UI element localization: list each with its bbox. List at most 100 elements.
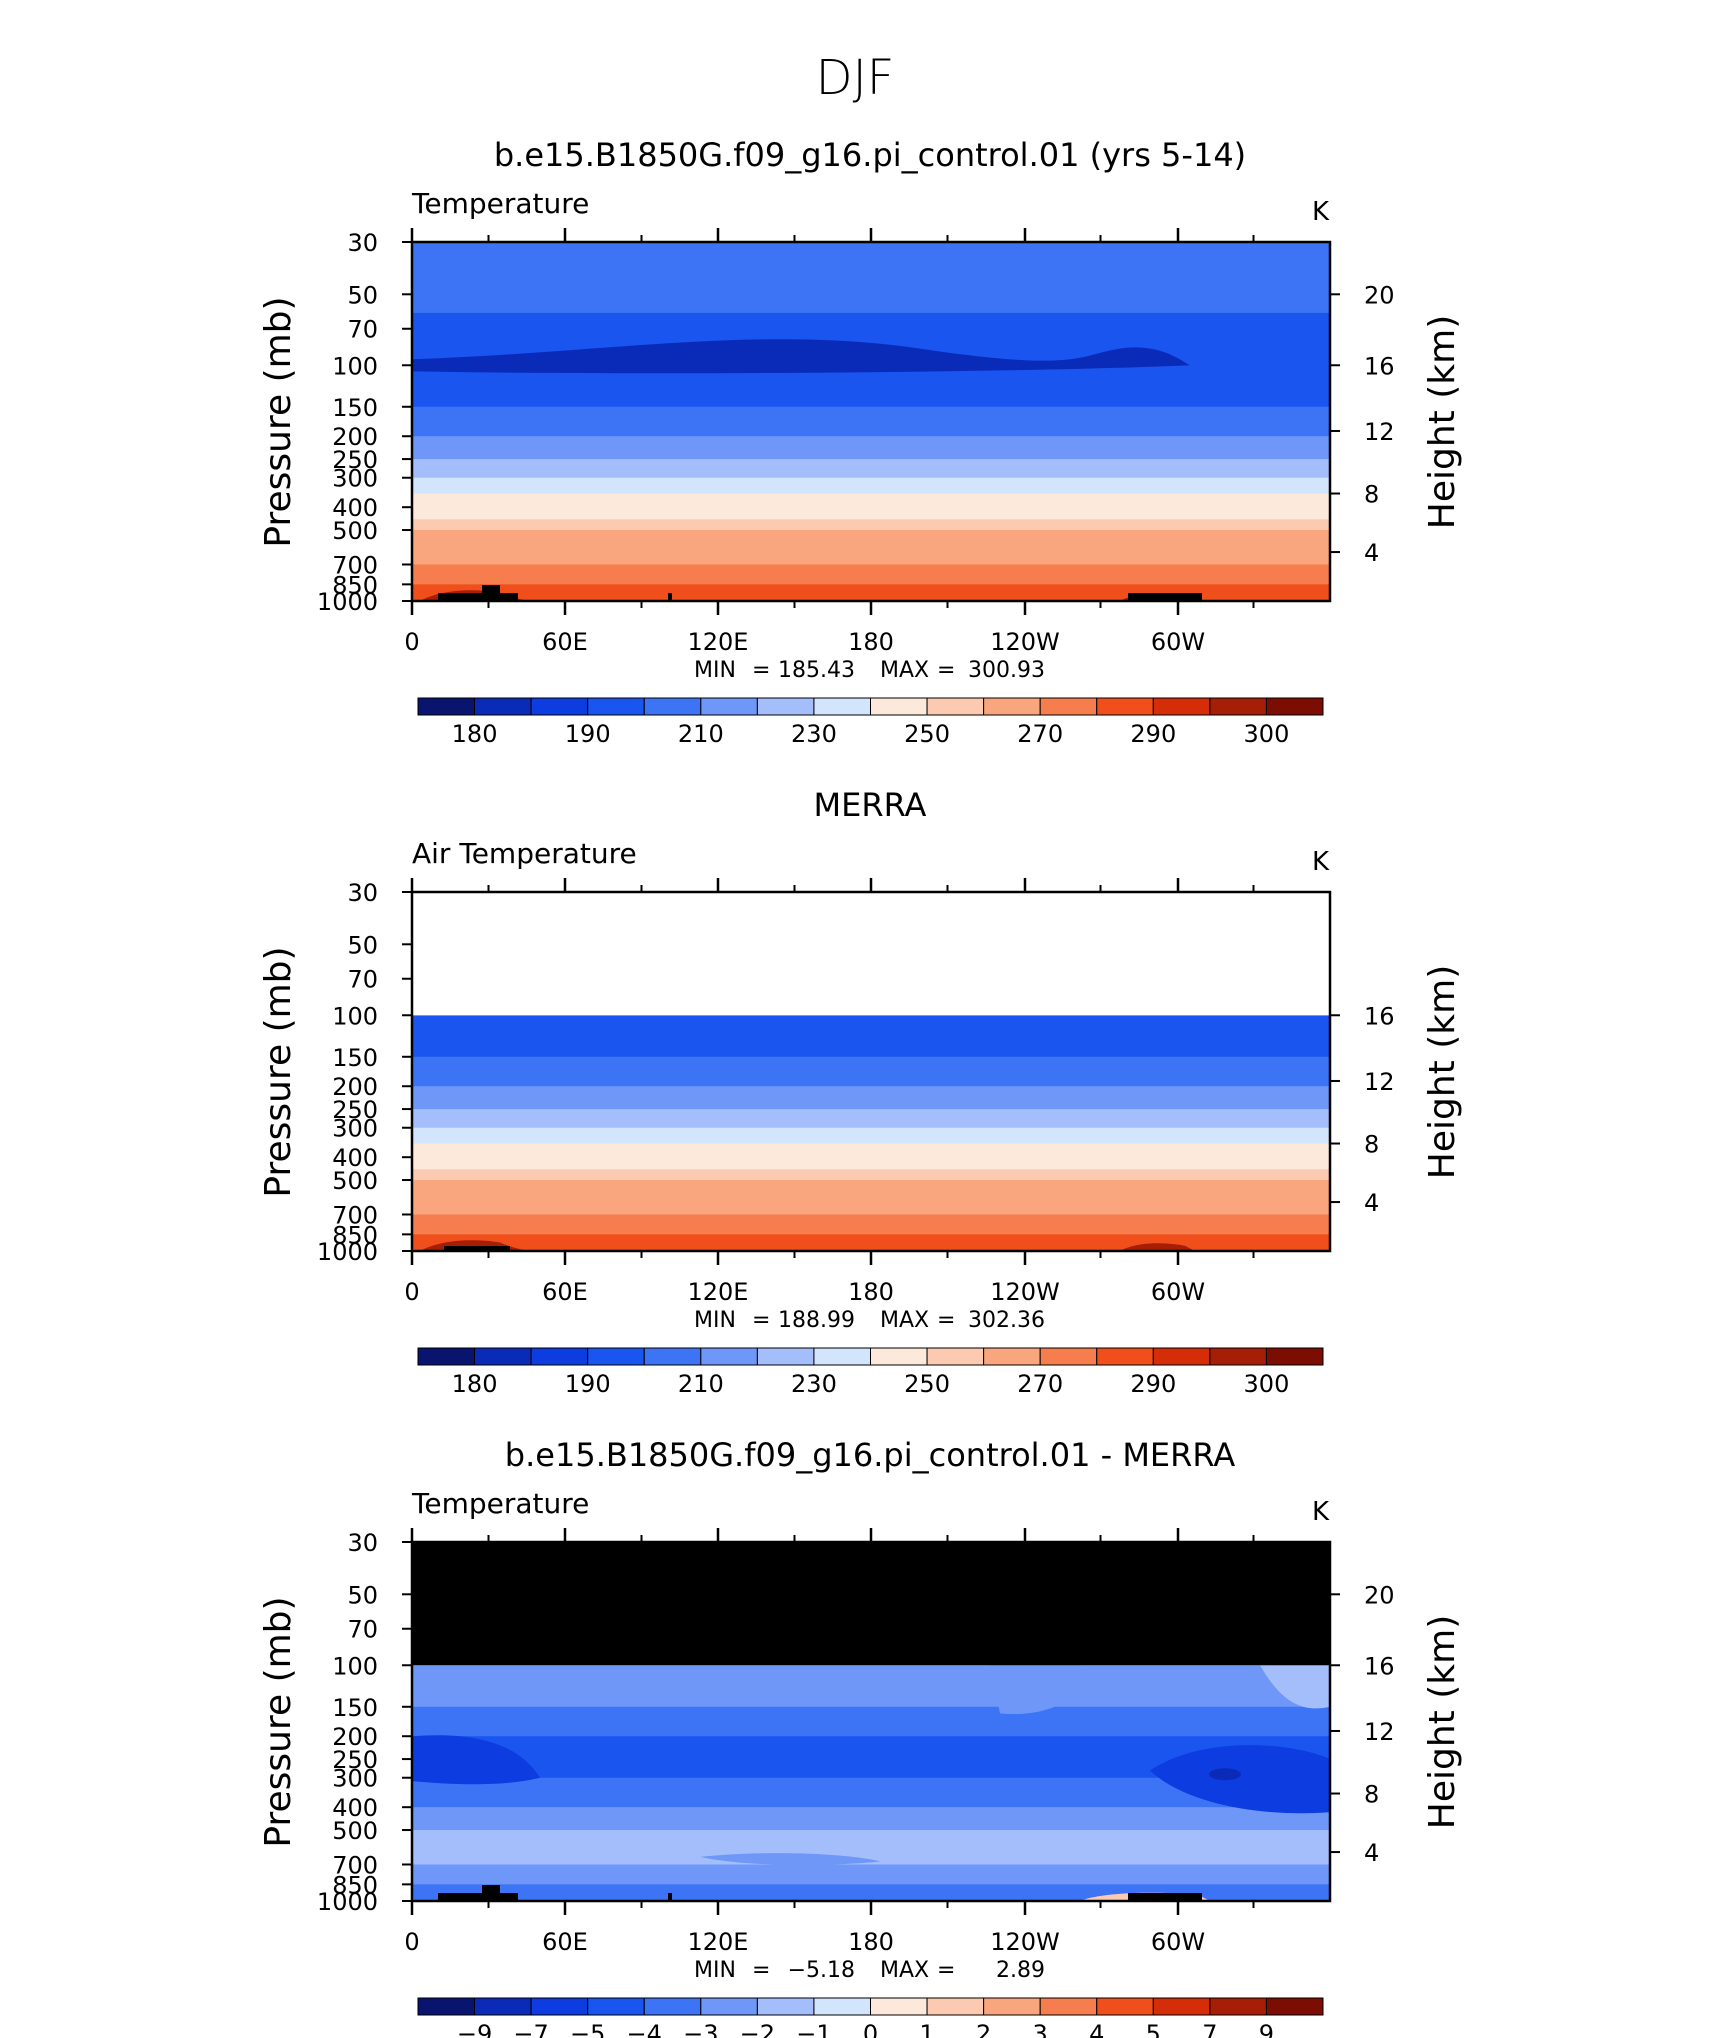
- colorbar-label: 7: [1202, 2020, 1217, 2038]
- colorbar-swatch: [1096, 697, 1154, 716]
- difference-band: [412, 1807, 1330, 1831]
- colorbar-swatch: [417, 1997, 476, 2016]
- min-value: 185.43: [778, 658, 855, 683]
- colorbar-label: 180: [452, 1370, 498, 1398]
- temperature-band: [412, 564, 1330, 576]
- variable-label: Temperature: [411, 187, 589, 220]
- x-tick-label: 60E: [542, 628, 588, 656]
- colorbar-label: 4: [1089, 2020, 1104, 2038]
- topography: [1128, 1893, 1202, 1901]
- y-right-axis-title: Height (km): [1422, 315, 1463, 529]
- temperature-band: [412, 1056, 1330, 1074]
- y-tick-label: 700: [332, 1851, 378, 1879]
- x-tick-label: 120W: [990, 628, 1060, 656]
- colorbar-label: 250: [904, 1370, 950, 1398]
- no-data-region: [412, 892, 1330, 1016]
- colorbar-swatch: [1039, 1997, 1098, 2016]
- y-tick-label: 100: [332, 352, 378, 380]
- temperature-band: [412, 1224, 1330, 1235]
- y-right-tick-label: 8: [1364, 1131, 1379, 1159]
- colorbar: −9 −7 −5 −4 −3 −2 −1 0 1 2 3 4 5 7 9: [417, 1997, 1324, 2038]
- min-value: 188.99: [778, 1308, 855, 1333]
- colorbar-swatch: [756, 1997, 815, 2016]
- y-tick-label: 1000: [317, 1238, 378, 1266]
- colorbar-label: −9: [457, 2020, 492, 2038]
- y-right-tick-label: 12: [1364, 1718, 1395, 1746]
- colorbar-label: 250: [904, 720, 950, 748]
- x-tick-label: 120E: [688, 1928, 749, 1956]
- temperature-band: [412, 1143, 1330, 1158]
- y-tick-label: 700: [332, 1201, 378, 1229]
- colorbar-swatch: [643, 1997, 702, 2016]
- y-axis-title: Pressure (mb): [258, 1596, 299, 1847]
- difference-feature: [700, 1853, 880, 1866]
- difference-band: [412, 1864, 1330, 1885]
- colorbar-swatch: [1209, 697, 1267, 716]
- temperature-band: [412, 328, 1330, 350]
- colorbar-swatch: [1152, 697, 1211, 716]
- min-equals: =: [752, 658, 770, 683]
- colorbar-label: 230: [791, 720, 837, 748]
- temperature-band: [412, 294, 1330, 314]
- colorbar-label: 300: [1244, 1370, 1290, 1398]
- colorbar-label: 270: [1017, 1370, 1063, 1398]
- min-label: MIN: [694, 1958, 736, 1983]
- topography: [668, 1893, 672, 1901]
- colorbar-label: −5: [570, 2020, 605, 2038]
- y-right-tick-label: 16: [1364, 1652, 1395, 1680]
- y-right-tick-label: 20: [1364, 1581, 1395, 1609]
- y-right-tick-label: 4: [1364, 1189, 1379, 1217]
- colorbar-swatch: [474, 1347, 532, 1366]
- max-equals: =: [937, 658, 955, 683]
- y-right-axis-title: Height (km): [1422, 1615, 1463, 1829]
- y-tick-label: 400: [332, 1794, 378, 1822]
- temperature-band: [412, 312, 1330, 330]
- plot-area: [412, 892, 1330, 1251]
- colorbar-swatch: [530, 1347, 589, 1366]
- plot-area: [412, 1542, 1330, 1901]
- panel-3: b.e15.B1850G.f09_g16.pi_control.01 - MER…: [258, 1436, 1463, 2038]
- temperature-band: [412, 1038, 1330, 1058]
- colorbar-label: 190: [565, 1370, 611, 1398]
- colorbar-label: −3: [683, 2020, 718, 2038]
- max-value: 300.93: [968, 658, 1045, 683]
- x-tick-label: 0: [404, 1278, 419, 1306]
- temperature-band: [412, 477, 1330, 495]
- colorbar-swatch: [756, 1347, 815, 1366]
- y-axis-title: Pressure (mb): [258, 946, 299, 1197]
- temperature-band: [412, 593, 1330, 601]
- temperature-band: [412, 584, 1330, 594]
- stats-line: MIN = −5.18 MAX = 2.89: [694, 1958, 1045, 1983]
- missing-region: [412, 1542, 1330, 1666]
- y-tick-label: 200: [332, 1723, 378, 1751]
- colorbar-swatch: [983, 1997, 1041, 2016]
- units-label: K: [1312, 197, 1330, 227]
- colorbar-label: 9: [1259, 2020, 1274, 2038]
- colorbar-label: 300: [1244, 720, 1290, 748]
- temperature-band: [412, 1118, 1330, 1129]
- colorbar-swatch: [983, 697, 1041, 716]
- y-tick-label: 1000: [317, 1888, 378, 1916]
- y-tick-label: 70: [347, 966, 378, 994]
- panel-1: b.e15.B1850G.f09_g16.pi_control.01 (yrs …: [258, 136, 1463, 748]
- max-value: 2.89: [996, 1958, 1045, 1983]
- colorbar-swatch: [1152, 1997, 1211, 2016]
- temperature-band: [412, 1098, 1330, 1110]
- colorbar-swatch: [870, 697, 928, 716]
- y-tick-label: 100: [332, 1002, 378, 1030]
- temperature-band: [412, 548, 1330, 565]
- y-tick-label: 150: [332, 1694, 378, 1722]
- y-tick-label: 30: [347, 1529, 378, 1557]
- y-tick-label: 400: [332, 1144, 378, 1172]
- difference-feature: [1209, 1768, 1241, 1781]
- colorbar-label: 3: [1033, 2020, 1048, 2038]
- y-tick-label: 400: [332, 494, 378, 522]
- y-right-tick-label: 8: [1364, 481, 1379, 509]
- max-value: 302.36: [968, 1308, 1045, 1333]
- colorbar-swatch: [1039, 1347, 1098, 1366]
- colorbar-swatch: [1209, 1347, 1267, 1366]
- temperature-band: [412, 493, 1330, 508]
- x-tick-label: 180: [848, 628, 894, 656]
- colorbar-swatch: [756, 697, 815, 716]
